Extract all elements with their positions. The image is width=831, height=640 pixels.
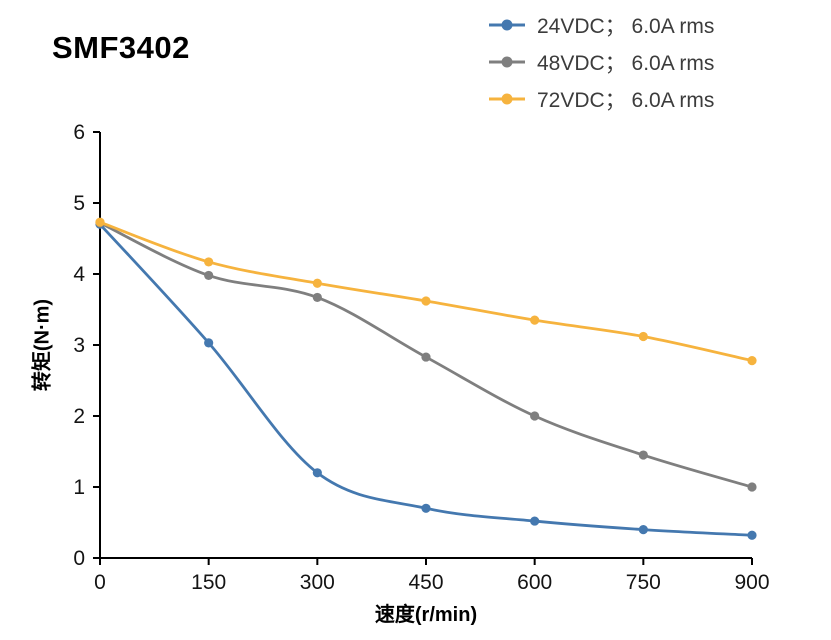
data-point-marker (638, 331, 648, 342)
legend-marker-1 (489, 56, 525, 68)
legend-marker-2 (489, 93, 525, 105)
x-tick-label: 450 (408, 571, 443, 594)
data-point-marker (421, 296, 431, 306)
y-tick-label: 3 (73, 334, 85, 357)
legend-label: 48VDC； 6.0A rms (537, 52, 715, 75)
data-point-marker (204, 257, 214, 267)
x-tick-label: 750 (626, 571, 661, 594)
data-point-marker (747, 482, 757, 492)
data-point-marker (312, 278, 322, 288)
x-tick-label: 900 (734, 571, 769, 594)
data-point-marker (312, 292, 322, 303)
data-point-marker (638, 450, 648, 460)
x-axis-label: 速度(r/min) (374, 604, 478, 626)
legend-label: 72VDC； 6.0A rms (537, 89, 715, 112)
data-point-marker (204, 270, 214, 281)
series-line-2 (98, 220, 754, 363)
data-point-marker (530, 315, 540, 325)
data-point-marker (530, 411, 540, 421)
x-tick-label: 300 (300, 571, 335, 594)
legend: 24VDC； 6.0A rms 48VDC； 6.0A rms 72VDC； 6… (487, 10, 714, 114)
data-point-marker (95, 217, 105, 227)
y-tick-label: 1 (73, 476, 85, 499)
legend-marker-0 (489, 19, 525, 31)
x-tick-label: 150 (191, 571, 226, 594)
x-tick-label: 600 (517, 571, 552, 594)
data-point-marker (638, 525, 648, 535)
page-title: SMF3402 (52, 30, 190, 65)
data-point-marker (747, 530, 757, 540)
axis-lines (99, 132, 752, 559)
y-tick-label: 0 (73, 547, 85, 570)
y-tick-label: 5 (73, 192, 85, 215)
legend-item: 48VDC； 6.0A rms (487, 47, 714, 77)
data-point-marker (530, 516, 540, 526)
y-tick-label: 2 (73, 405, 85, 428)
data-point-marker (204, 338, 214, 348)
legend-item: 24VDC； 6.0A rms (487, 10, 714, 40)
y-tick-label: 6 (73, 121, 85, 144)
data-point-marker (421, 352, 431, 362)
data-point-marker (421, 503, 431, 513)
legend-label: 24VDC； 6.0A rms (537, 15, 715, 38)
data-point-marker (312, 468, 322, 478)
legend-item: 72VDC； 6.0A rms (487, 84, 714, 114)
y-axis-label: 转矩(N·m) (31, 298, 54, 392)
x-tick-label: 0 (94, 571, 106, 594)
data-point-marker (747, 356, 757, 366)
y-tick-label: 4 (73, 263, 85, 286)
